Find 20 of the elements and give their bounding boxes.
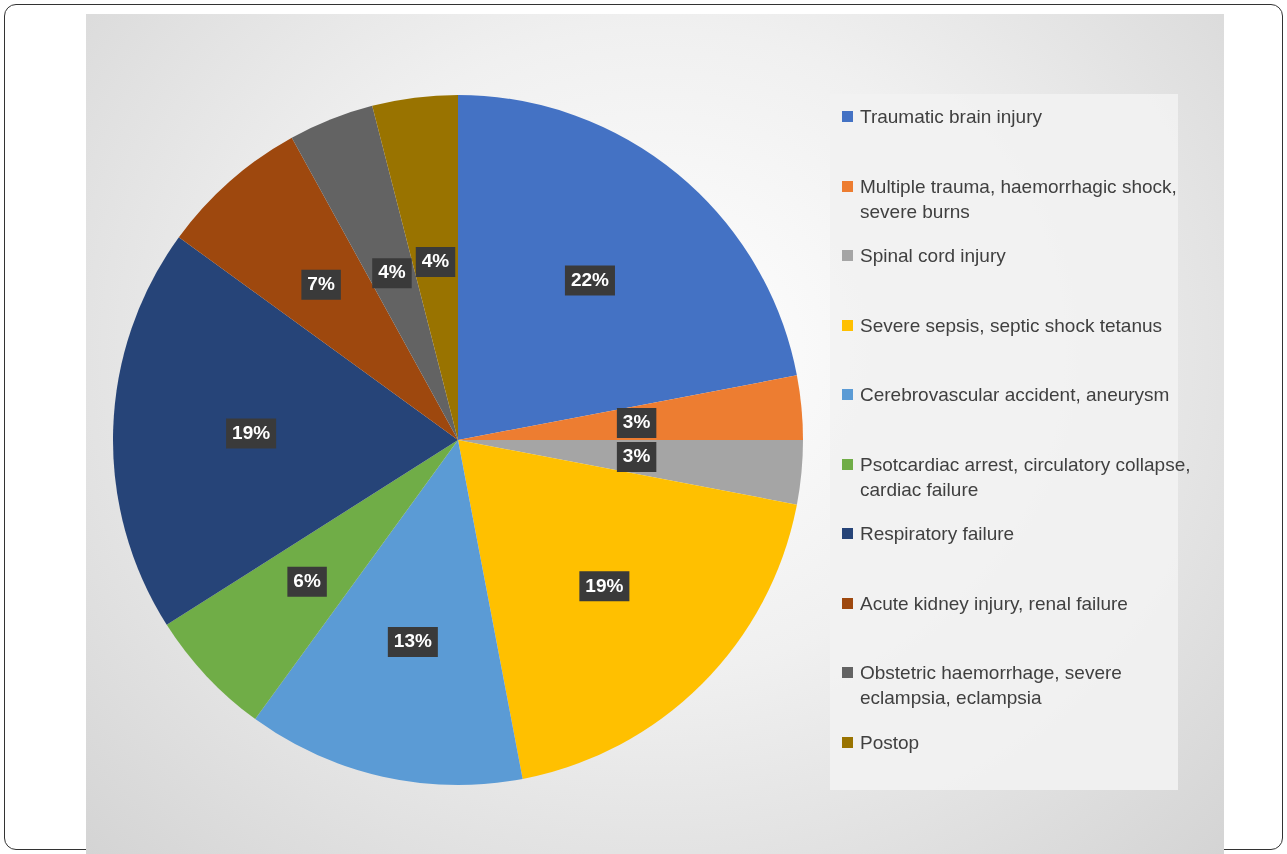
data-label: 19% (232, 421, 271, 443)
legend-label: Cerebrovascular accident, aneurysm (859, 383, 1171, 407)
legend-label: Respiratory failure (859, 522, 1016, 546)
data-label: 4% (421, 250, 450, 272)
data-label: 6% (293, 569, 321, 591)
legend-label: Severe sepsis, septic shock tetanus (859, 313, 1164, 338)
legend-label: Spinal cord injury (859, 244, 1007, 268)
data-label: 22% (570, 268, 610, 290)
legend-label: Postop (859, 730, 921, 755)
legend-label: Obstetric haemorrhage, severe eclampsia, eclampsia (859, 661, 1123, 710)
data-label: 19% (585, 574, 624, 596)
legend-label: Psotcardiac arrest, circulatory collapse, cardiac failure (859, 452, 1192, 502)
data-label: 4% (378, 261, 406, 283)
data-label: 13% (393, 630, 432, 652)
legend-label: Acute kidney injury, renal failure (859, 591, 1129, 616)
legend-label: Traumatic brain injury (859, 105, 1043, 129)
data-label: 7% (307, 272, 335, 294)
legend-label: Multiple trauma, haemorrhagic shock, severe burns (859, 174, 1178, 224)
data-label: 3% (622, 445, 651, 467)
data-label: 3% (622, 411, 651, 433)
